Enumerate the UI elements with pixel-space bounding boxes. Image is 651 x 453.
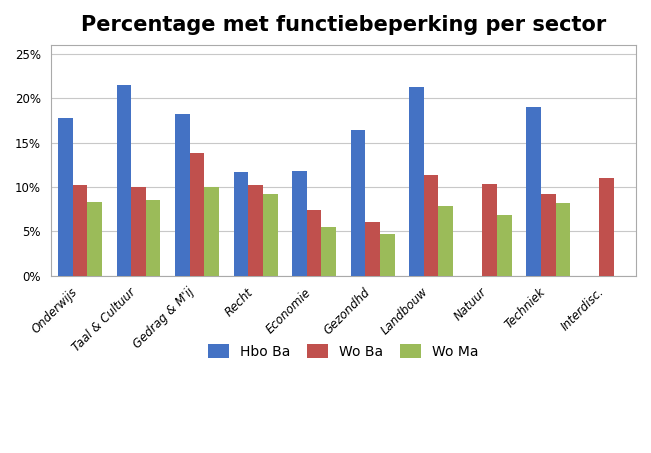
Title: Percentage met functiebeperking per sector: Percentage met functiebeperking per sect… (81, 15, 606, 35)
Bar (263, 194, 277, 276)
Bar (132, 187, 146, 276)
Bar (292, 171, 307, 276)
Bar (146, 200, 160, 276)
Bar (424, 175, 439, 276)
Bar (234, 172, 248, 276)
Bar (526, 107, 541, 276)
Bar (351, 130, 365, 276)
Bar (117, 85, 132, 276)
Bar (600, 178, 614, 276)
Bar (365, 222, 380, 276)
Bar (87, 202, 102, 276)
Bar (175, 114, 189, 276)
Bar (541, 194, 555, 276)
Legend: Hbo Ba, Wo Ba, Wo Ma: Hbo Ba, Wo Ba, Wo Ma (201, 337, 486, 366)
Bar (555, 203, 570, 276)
Bar (497, 215, 512, 276)
Bar (58, 118, 73, 276)
Bar (204, 187, 219, 276)
Bar (307, 210, 322, 276)
Bar (73, 185, 87, 276)
Bar (482, 184, 497, 276)
Bar (322, 227, 336, 276)
Bar (189, 153, 204, 276)
Bar (409, 87, 424, 276)
Bar (248, 185, 263, 276)
Bar (380, 234, 395, 276)
Bar (439, 206, 453, 276)
